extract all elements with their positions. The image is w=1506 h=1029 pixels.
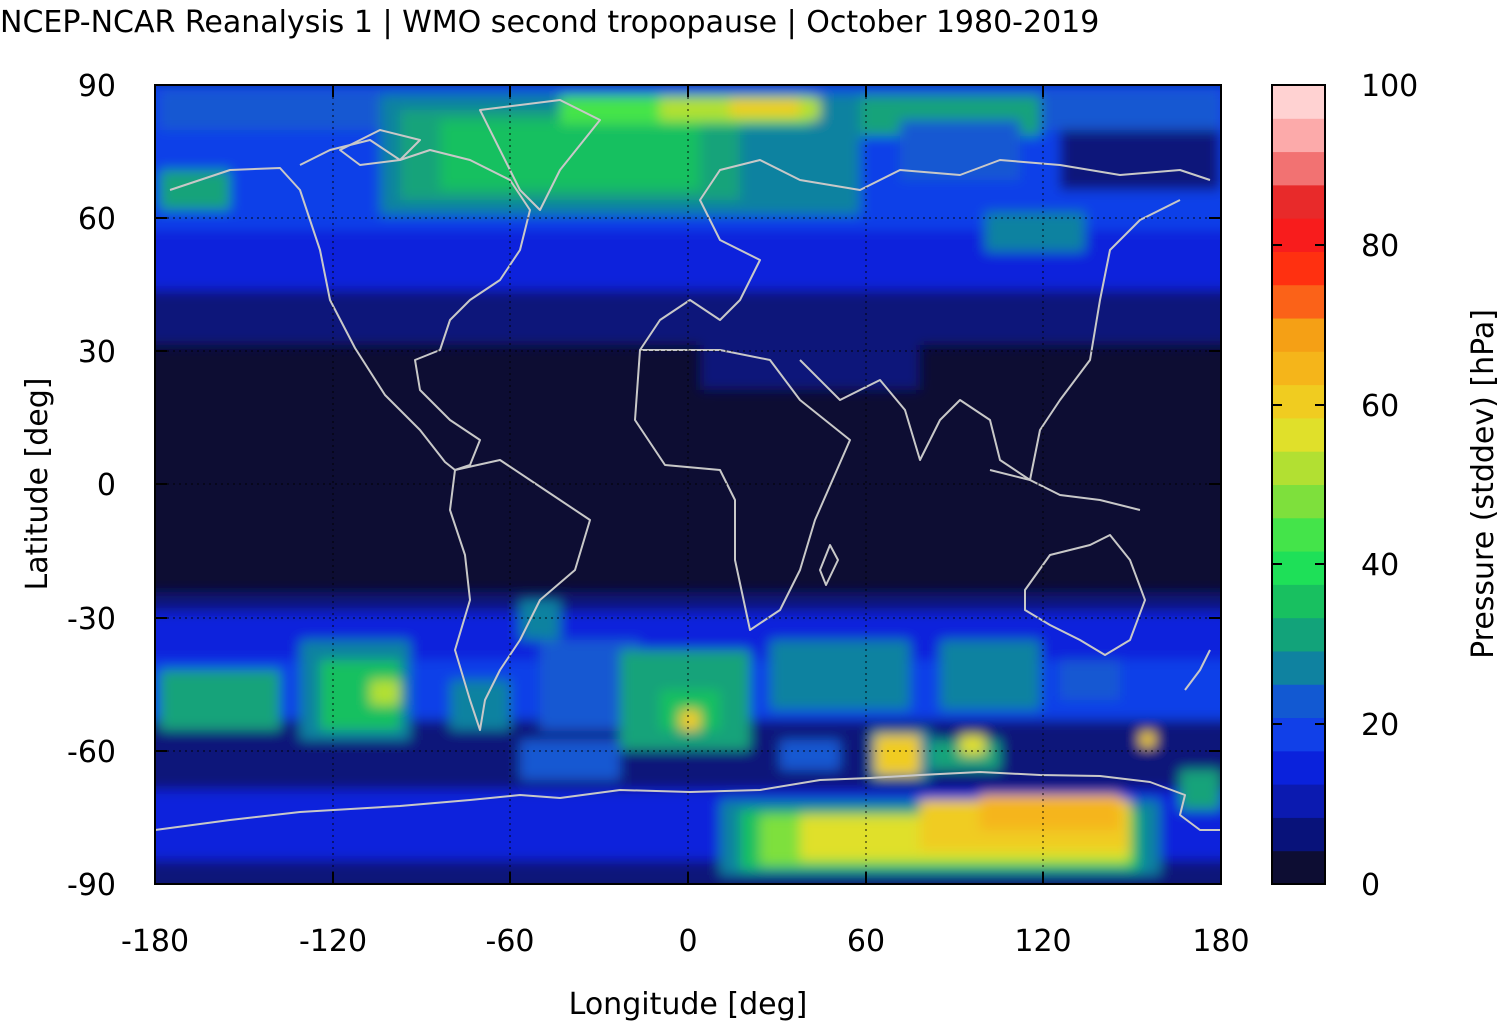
x-tick-label: -180: [121, 924, 189, 959]
colorbar-level: [1272, 251, 1325, 286]
colorbar-level: [1272, 384, 1325, 419]
colorbar-level: [1272, 850, 1325, 885]
colorbar-level: [1272, 817, 1325, 852]
colorbar-level: [1272, 584, 1325, 619]
colorbar-level: [1272, 784, 1325, 818]
colorbar-level: [1272, 551, 1325, 585]
y-tick-label: 60: [78, 202, 116, 237]
colorbar-level: [1272, 750, 1325, 785]
x-tick-label: -120: [299, 924, 367, 959]
colorbar-tick-label: 80: [1361, 229, 1399, 264]
colorbar-level: [1272, 284, 1325, 319]
colorbar-tick-label: 40: [1361, 548, 1399, 583]
map-grid: [155, 85, 1221, 884]
y-tick-label: -60: [67, 735, 116, 770]
colorbar-level: [1272, 484, 1325, 519]
colorbar-label: Pressure (stddev) [hPa]: [1466, 309, 1501, 659]
colorbar-level: [1272, 650, 1325, 685]
y-tick-label: 90: [78, 69, 116, 104]
colorbar-tick-label: 0: [1361, 868, 1380, 903]
colorbar-tick-label: 60: [1361, 389, 1399, 424]
map-tick-marks: [155, 85, 1221, 884]
colorbar: 100 80 60 40 20 0 Pressure (stddev) [hPa…: [1271, 69, 1501, 903]
colorbar-bands: [1272, 85, 1325, 885]
colorbar-level: [1272, 351, 1325, 386]
colorbar-level: [1272, 318, 1325, 352]
colorbar-level: [1272, 684, 1325, 719]
colorbar-level: [1272, 717, 1325, 752]
colorbar-frame: [1271, 84, 1326, 885]
y-tick-label: 30: [78, 335, 116, 370]
x-tick-label: -60: [486, 924, 535, 959]
colorbar-level: [1272, 218, 1325, 252]
colorbar-level: [1272, 85, 1325, 119]
x-tick-label: 60: [847, 924, 885, 959]
colorbar-tick-marks: [1272, 244, 1325, 725]
x-tick-label: 180: [1192, 924, 1249, 959]
x-axis-label: Longitude [deg]: [569, 987, 808, 1022]
y-tick-label: 0: [97, 468, 116, 503]
colorbar-tick-label: 20: [1361, 708, 1399, 743]
y-axis-label: Latitude [deg]: [20, 378, 55, 591]
colorbar-tick-labels: 100 80 60 40 20 0: [1361, 69, 1418, 903]
x-tick-labels: -180 -120 -60 0 60 120 180: [121, 924, 1250, 959]
colorbar-level: [1272, 451, 1325, 485]
y-tick-label: -30: [67, 602, 116, 637]
colorbar-level: [1272, 617, 1325, 652]
x-tick-label: 120: [1014, 924, 1071, 959]
colorbar-level: [1272, 151, 1325, 186]
x-tick-label: 0: [678, 924, 697, 959]
colorbar-level: [1272, 517, 1325, 552]
colorbar-tick-label: 100: [1361, 69, 1418, 104]
y-tick-labels: 90 60 30 0 -30 -60 -90: [67, 69, 116, 903]
map-panel: [155, 85, 1221, 884]
colorbar-level: [1272, 184, 1325, 219]
figure-title: NCEP-NCAR Reanalysis 1 | WMO second trop…: [0, 5, 1099, 40]
coastlines: [155, 99, 1221, 831]
y-tick-label: -90: [67, 868, 116, 903]
colorbar-level: [1272, 118, 1325, 153]
colorbar-level: [1272, 417, 1325, 452]
